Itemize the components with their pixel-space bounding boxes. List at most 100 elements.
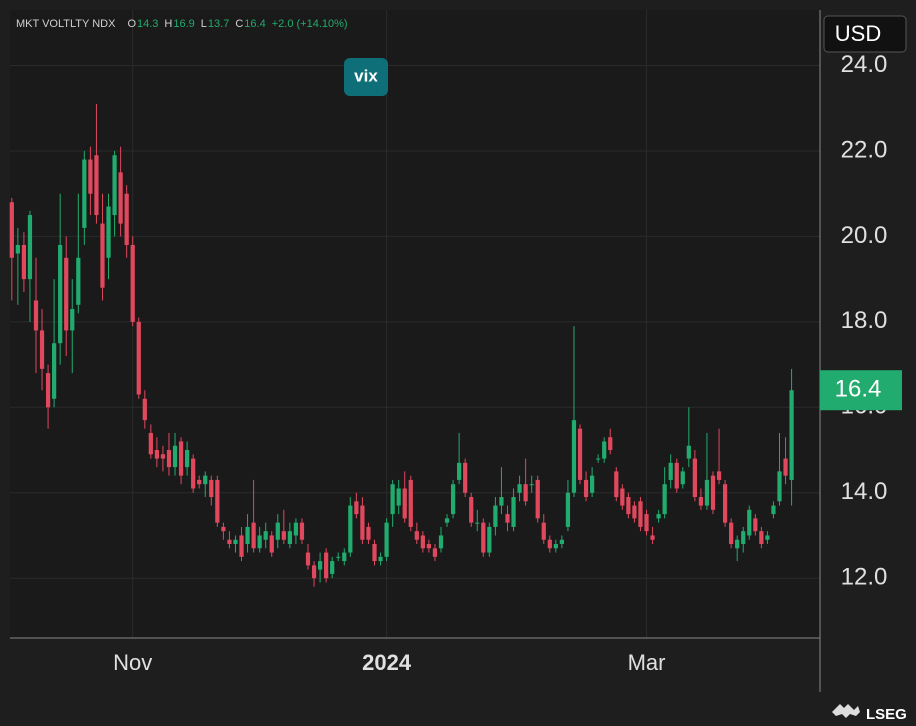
candle-body — [577, 428, 583, 480]
candle-body — [674, 462, 679, 489]
currency-box[interactable] — [823, 15, 907, 53]
candle-body — [414, 531, 419, 540]
candle-body — [269, 535, 274, 553]
candle-body — [396, 488, 401, 506]
candle-body — [517, 484, 522, 493]
candle-body — [602, 441, 607, 459]
candle-body — [76, 257, 81, 305]
legend-key: O — [127, 18, 136, 30]
x-tick-label: Mar — [628, 650, 666, 675]
candle-body — [475, 522, 480, 524]
legend-value: 16.4 — [244, 18, 265, 30]
candle-body — [656, 514, 661, 519]
brand-logo: LSEG — [832, 704, 907, 723]
candle-body — [293, 522, 299, 536]
candle-body — [100, 223, 105, 288]
candle-body — [21, 244, 27, 280]
candle-body — [209, 479, 214, 498]
candle-body — [583, 479, 589, 498]
legend-value: 14.3 — [137, 18, 158, 30]
candle-body — [777, 471, 782, 502]
candle-body — [716, 471, 722, 480]
candle-body — [553, 544, 558, 549]
candle-body — [765, 535, 770, 540]
legend-key: L — [201, 18, 207, 30]
candle-body — [257, 535, 262, 549]
candle-body — [390, 484, 395, 515]
candle-body — [759, 531, 764, 545]
candle-body — [771, 505, 776, 515]
candle-body — [33, 300, 39, 331]
candle-body — [203, 475, 208, 485]
currency[interactable]: USD — [835, 21, 881, 46]
candle-body — [402, 488, 407, 519]
y-tick-label: 18.0 — [841, 307, 888, 334]
candle-body — [342, 552, 347, 562]
legend-key: H — [164, 18, 172, 30]
candle-body — [154, 450, 160, 459]
candle-body — [88, 159, 93, 194]
candle-body — [747, 509, 752, 536]
candle-body — [118, 172, 123, 224]
candles — [9, 103, 794, 587]
candle-body — [142, 398, 147, 421]
candle-body — [589, 475, 595, 493]
candle-body — [620, 488, 625, 506]
legend-value: 13.7 — [208, 18, 229, 30]
candle-body — [160, 454, 166, 459]
price-tag — [820, 370, 902, 411]
candle-body — [735, 539, 740, 549]
candle-body — [632, 505, 637, 519]
x-tick-label: 2024 — [362, 650, 412, 675]
candle-body — [245, 526, 250, 545]
candle-body — [698, 497, 704, 506]
candle-body — [420, 535, 425, 549]
instrument-name: MKT VOLTLTY NDX — [16, 18, 116, 30]
candle-body — [481, 522, 486, 553]
candle-body — [384, 522, 389, 557]
candle-body — [166, 450, 172, 468]
candle-body — [70, 309, 75, 331]
candle-body — [596, 458, 601, 460]
legend-value: 16.9 — [173, 18, 194, 30]
badge-box[interactable] — [344, 58, 388, 96]
candle-body — [511, 497, 516, 527]
candle-body — [571, 420, 577, 493]
candle-body — [438, 535, 444, 549]
candle-body — [45, 373, 51, 408]
candle-body — [505, 514, 510, 523]
candle-body — [39, 330, 45, 369]
candle-body — [172, 445, 178, 468]
candle-body — [354, 501, 359, 515]
candle-body — [148, 432, 153, 455]
candle-body — [366, 526, 371, 540]
candle-body — [783, 458, 788, 476]
badge[interactable]: vix — [354, 66, 378, 85]
candle-body — [535, 479, 540, 519]
candle-body — [191, 458, 196, 489]
candle-body — [360, 505, 365, 540]
candle-body — [378, 556, 383, 562]
candle-body — [499, 497, 504, 506]
candle-body — [324, 552, 329, 579]
candle-body — [106, 206, 111, 258]
candle-body — [559, 539, 565, 545]
candle-body — [348, 505, 353, 553]
candle-body — [52, 343, 57, 399]
candle-body — [136, 321, 141, 395]
candle-body — [487, 526, 492, 553]
candle-body — [317, 561, 323, 570]
candle-body — [662, 484, 667, 515]
candle-body — [644, 514, 649, 532]
candle-body — [27, 215, 33, 280]
candle-body — [221, 526, 226, 532]
legend-change: +2.0 (+14.10%) — [272, 18, 348, 30]
candle-body — [58, 244, 63, 344]
candle-body — [178, 441, 184, 476]
candle-body — [287, 531, 292, 545]
candle-body — [722, 484, 728, 523]
candle-body — [9, 202, 14, 258]
candle-body — [215, 479, 220, 523]
